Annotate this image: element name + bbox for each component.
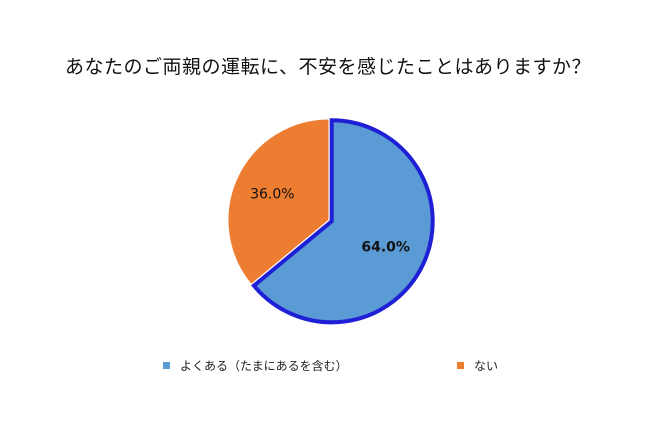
legend-label-often: よくある（たまにあるを含む） [180,359,348,373]
legend-swatch-never [457,362,464,369]
legend-label-never: ない [474,359,499,373]
pie-slice-often [251,118,435,325]
pie-slice-never [227,118,330,286]
legend-item-often: よくある（たまにあるを含む） [163,357,348,374]
legend: よくある（たまにあるを含む） ない [0,357,656,377]
legend-swatch-often [163,362,170,369]
pie-label-often: 64.0% [361,240,410,256]
pie-label-never: 36.0% [250,186,294,202]
chart-title: あなたのご両親の運転に、不安を感じたことはありますか？ [65,56,591,78]
legend-item-never: ない [457,357,498,374]
